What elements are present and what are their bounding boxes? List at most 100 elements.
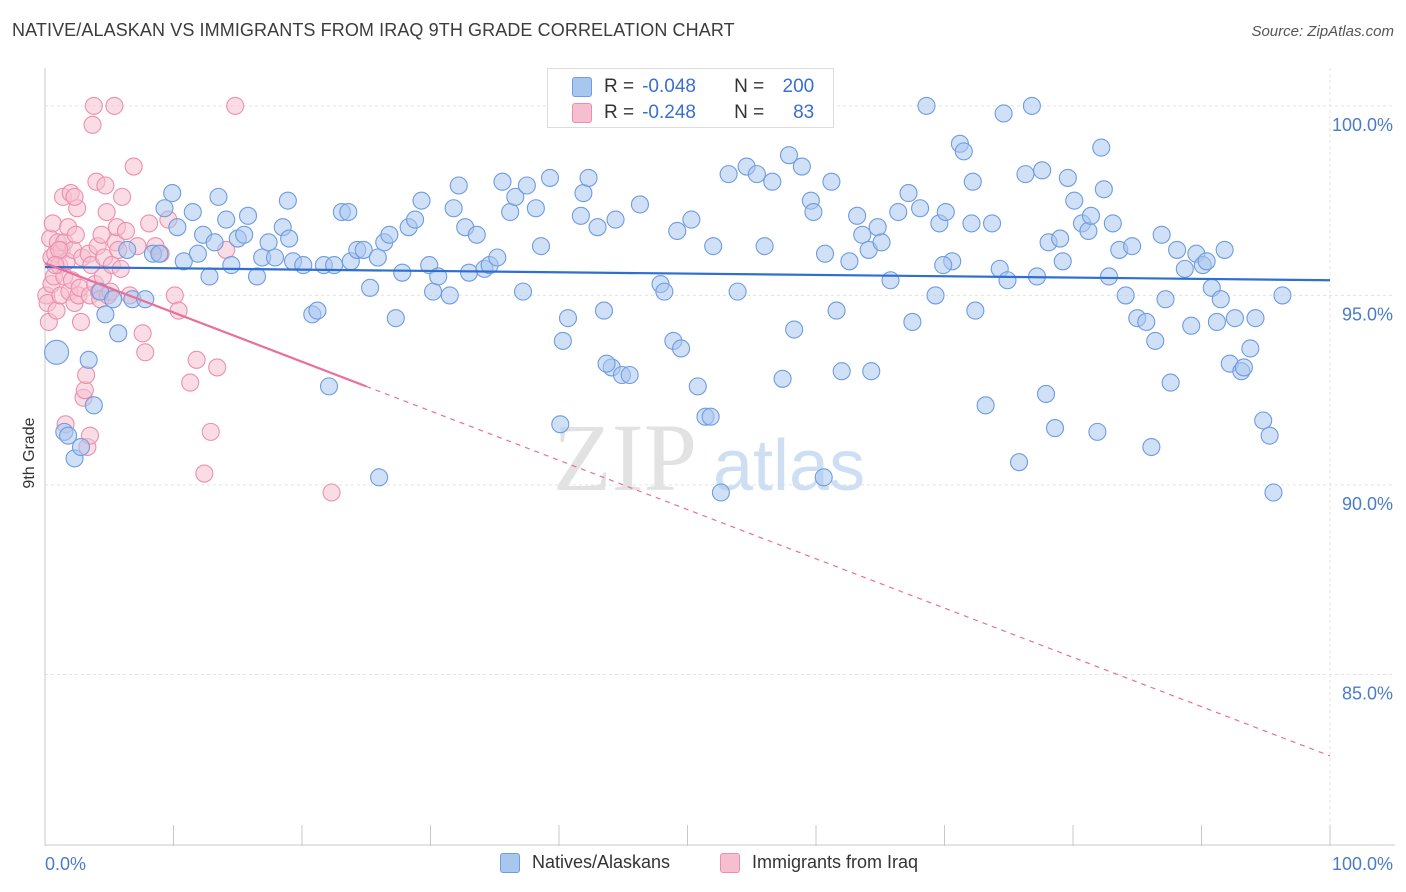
data-point-native (954, 142, 973, 161)
data-point-native (1081, 206, 1101, 225)
data-point-native (1254, 411, 1273, 430)
series-legend: Natives/Alaskans Immigrants from Iraq (0, 852, 1406, 878)
data-point-native (1211, 290, 1230, 309)
data-point-iraq (84, 96, 103, 115)
data-point-native (278, 191, 297, 210)
data-point-native (513, 282, 533, 301)
data-point-iraq (165, 286, 184, 305)
data-point-native (594, 301, 614, 320)
data-point-native (1156, 290, 1175, 309)
data-point-native (1116, 286, 1135, 305)
data-point-native (118, 240, 137, 259)
data-point-native (728, 282, 747, 301)
legend-item-natives[interactable]: Natives/Alaskans (500, 852, 670, 873)
legend-swatch-natives (500, 852, 520, 873)
data-point-native (1058, 168, 1077, 187)
stats-row-natives: R = -0.048 N = 200 (572, 74, 814, 100)
data-point-native (188, 244, 207, 263)
data-point-native (386, 309, 405, 328)
legend-swatch-iraq (720, 852, 740, 873)
data-point-native (501, 202, 520, 222)
data-point-iraq (208, 358, 227, 377)
data-point-native (763, 172, 782, 191)
data-point-native (319, 377, 339, 396)
data-point-native (832, 362, 851, 381)
data-point-native (235, 225, 254, 244)
data-point-native (620, 365, 639, 385)
data-point-native (1146, 331, 1165, 350)
data-point-native (1246, 309, 1265, 328)
data-point-native (872, 233, 891, 252)
data-point-native (1045, 419, 1065, 438)
watermark-zip: ZIP (553, 404, 697, 511)
data-point-native (1264, 483, 1283, 502)
data-point-iraq (133, 324, 152, 343)
data-point-native (217, 210, 236, 229)
data-point-native (1088, 422, 1107, 441)
data-point-native (571, 206, 590, 225)
data-point-native (361, 278, 380, 297)
n-value: 200 (782, 76, 815, 97)
data-point-iraq (65, 187, 84, 206)
y-tick-label: 100.0% (1332, 115, 1393, 135)
x-tick-label: 100.0% (1332, 854, 1393, 874)
data-point-iraq (66, 225, 85, 244)
data-point-native (517, 176, 536, 195)
legend-label-iraq: Immigrants from Iraq (752, 852, 919, 872)
data-point-iraq (113, 187, 132, 206)
data-point-native (822, 172, 841, 191)
data-point-iraq (124, 157, 143, 176)
data-point-native (155, 199, 174, 218)
data-point-native (354, 240, 373, 259)
data-point-native (370, 468, 389, 487)
data-point-iraq (97, 202, 116, 222)
data-point-native (840, 252, 859, 271)
data-point-iraq (322, 483, 341, 502)
data-point-native (755, 237, 774, 256)
data-point-native (1161, 373, 1180, 392)
data-point-native (655, 282, 674, 301)
data-point-native (899, 184, 918, 203)
data-point-native (1016, 165, 1035, 184)
data-point-native (294, 256, 313, 275)
watermark-atlas: atlas (713, 426, 865, 506)
data-point-native (1215, 240, 1234, 259)
stats-legend: R = -0.048 N = 200 R = -0.248 N = 83 (547, 68, 834, 128)
data-point-native (506, 187, 525, 206)
data-point-native (440, 286, 459, 305)
r-value: -0.048 (642, 76, 696, 97)
legend-swatch-iraq (572, 103, 592, 123)
data-point-native (459, 263, 479, 282)
data-point-native (804, 202, 823, 222)
data-point-native (1225, 309, 1244, 328)
data-point-native (1152, 225, 1171, 244)
data-point-iraq (77, 365, 96, 385)
data-point-native (553, 331, 572, 350)
data-point-native (222, 256, 241, 275)
data-point-native (966, 301, 985, 320)
data-point-native (719, 165, 738, 184)
data-point-native (79, 350, 98, 369)
data-point-native (429, 267, 448, 286)
data-point-iraq (195, 464, 214, 483)
data-point-native (380, 225, 399, 244)
data-point-iraq (187, 350, 206, 369)
legend-item-iraq[interactable]: Immigrants from Iraq (720, 852, 918, 873)
trend-line-natives (44, 265, 1331, 282)
y-axis-title: 9th Grade (21, 417, 38, 488)
data-point-native (814, 468, 833, 487)
data-point-iraq (92, 225, 111, 244)
data-point-iraq (75, 381, 94, 400)
chart-title: NATIVE/ALASKAN VS IMMIGRANTS FROM IRAQ 9… (12, 20, 735, 40)
data-point-native (209, 187, 228, 206)
data-point-native (926, 286, 945, 305)
data-point-native (551, 415, 570, 434)
data-point-native (1092, 138, 1111, 157)
data-point-native (701, 407, 720, 426)
data-point-native (998, 271, 1017, 290)
data-point-native (1197, 252, 1216, 271)
n-value: 83 (793, 102, 815, 123)
data-point-native (747, 165, 766, 184)
data-point-native (1175, 259, 1194, 278)
data-point-iraq (105, 96, 124, 115)
